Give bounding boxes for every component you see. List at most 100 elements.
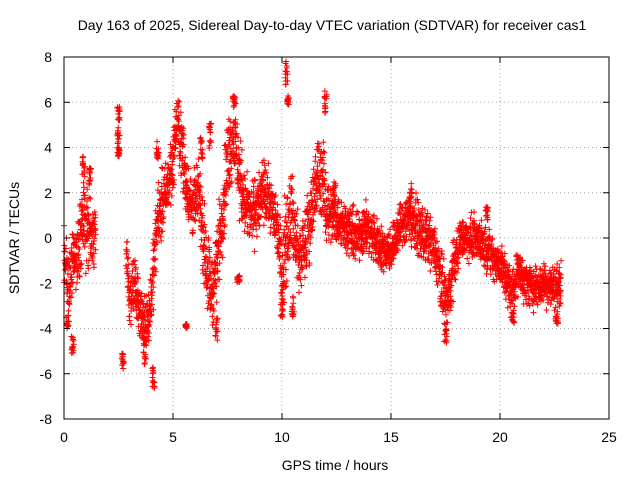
data-point [467,223,474,230]
data-point [256,169,263,176]
data-point [448,282,455,289]
data-point [545,296,552,303]
data-point [483,204,490,211]
data-point [396,237,403,244]
data-point [272,230,279,237]
data-point [87,177,94,184]
data-point [312,153,319,160]
data-point [510,319,517,326]
data-point [284,71,291,78]
data-point [228,178,235,185]
data-point [434,238,441,245]
data-point [418,217,424,224]
data-point [553,313,560,320]
data-point [207,254,214,261]
data-point [201,200,208,207]
data-point [194,210,201,217]
data-point [244,168,251,175]
data-point [158,164,165,171]
data-point [299,245,306,252]
data-point [348,211,355,218]
data-point [79,154,86,161]
data-point [81,165,88,172]
data-point [540,297,547,304]
data-point [168,175,175,182]
data-point [241,172,248,179]
data-point [76,246,83,253]
data-point [177,140,184,147]
data-point [294,222,301,229]
data-point [198,137,205,144]
data-point [320,160,327,167]
data-point [451,275,458,282]
data-point [465,260,472,267]
data-point [508,313,515,320]
data-point [519,257,526,264]
data-point [193,206,200,213]
data-point [303,238,310,245]
x-tick-label: 0 [60,429,68,445]
data-point [282,213,289,220]
data-point [92,211,99,218]
data-point [199,197,206,204]
data-point [322,169,329,176]
data-point [81,243,88,250]
data-point [290,300,297,307]
data-point [509,316,516,323]
data-point [210,290,217,297]
data-point [233,130,240,137]
data-point [406,190,413,197]
data-point [88,165,95,172]
data-point [314,196,321,203]
data-point [289,198,296,205]
data-point [211,290,218,297]
data-point [249,232,256,239]
data-point [207,275,214,282]
data-point [90,241,97,248]
data-point [356,257,363,264]
data-point [407,198,414,205]
data-point [319,154,326,161]
data-point [243,187,250,194]
data-point [363,208,370,215]
plot-frame [63,56,610,420]
data-point [199,193,206,200]
data-point [257,213,264,220]
y-tick-label: 6 [44,94,52,110]
data-point [201,221,208,228]
data-point [283,58,290,65]
data-point [301,223,308,230]
data-point [498,243,505,250]
data-point [209,289,216,296]
data-point [175,118,182,125]
data-point [446,307,453,314]
data-point [284,195,291,202]
data-point [66,301,73,308]
data-point [85,235,92,242]
data-point [242,211,249,218]
data-point [321,95,328,102]
y-tick-label: -8 [40,411,53,427]
data-point [85,211,92,218]
data-point [177,109,184,116]
data-point [470,249,477,256]
data-point [124,255,131,262]
data-point [481,262,488,269]
data-point [147,318,154,325]
data-point [427,268,434,275]
data-point [363,245,370,252]
data-point [191,216,198,223]
data-point [171,153,178,160]
data-point [442,326,449,333]
data-point [282,68,289,75]
data-point [541,292,548,299]
data-point [236,279,243,286]
data-point [413,240,420,247]
data-point [227,118,234,125]
data-point [169,171,176,178]
data-point [76,273,83,280]
data-point [290,311,297,318]
data-point [302,244,309,251]
data-point [440,255,447,262]
data-point [70,234,77,241]
